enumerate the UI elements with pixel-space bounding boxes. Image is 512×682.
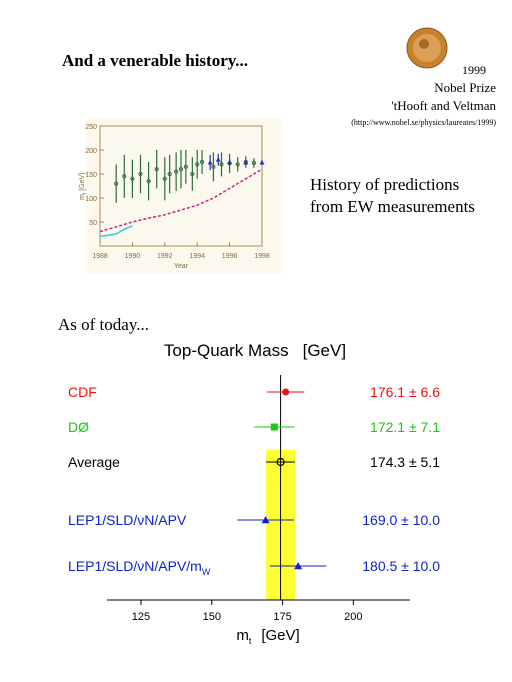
point bbox=[219, 162, 224, 167]
row-label-text: DØ bbox=[68, 419, 89, 435]
point bbox=[243, 159, 249, 165]
point bbox=[195, 162, 200, 167]
row-label: LEP1/SLD/νN/APV bbox=[68, 512, 187, 528]
subtitle: As of today... bbox=[58, 315, 149, 334]
slide-title: And a venerable history... bbox=[62, 51, 248, 70]
x-axis-label-sub: t bbox=[249, 636, 252, 646]
x-tick-label: 1998 bbox=[254, 253, 270, 260]
caption: History of predictions bbox=[310, 175, 459, 194]
y-tick-label: 50 bbox=[89, 220, 97, 227]
x-axis-label-unit: [GeV] bbox=[261, 627, 299, 644]
row-label: Average bbox=[68, 454, 120, 470]
mass-chart: Top-Quark Mass [GeV] 125 150 175 200 mt [GeV] CD… bbox=[68, 341, 440, 646]
history-chart: 50 100 150 200 250 1988 1990 1992 1994 1996 1998 Ye… bbox=[79, 124, 270, 270]
row-label-text: LEP1/SLD/νN/APV/m bbox=[68, 558, 202, 574]
y-tick-label: 200 bbox=[85, 148, 97, 155]
x-tick-label: 150 bbox=[203, 611, 221, 623]
point bbox=[215, 157, 221, 162]
point bbox=[162, 176, 167, 181]
x-axis-label-symbol: m bbox=[236, 627, 249, 644]
row-label: LEP1/SLD/νN/APV/mW bbox=[68, 558, 211, 577]
point bbox=[167, 171, 172, 177]
nobel-year: 1999 bbox=[462, 63, 486, 77]
point bbox=[199, 159, 205, 165]
point bbox=[190, 171, 195, 177]
point bbox=[174, 169, 179, 174]
value-label: 180.5 ± 10.0 bbox=[362, 558, 440, 574]
point bbox=[122, 174, 127, 179]
x-tick-label: 1996 bbox=[222, 253, 238, 260]
x-tick-label: 200 bbox=[344, 611, 362, 623]
x-tick-label: 1992 bbox=[157, 253, 173, 260]
y-axis-label-symbol: m bbox=[79, 194, 86, 200]
marker bbox=[276, 457, 285, 467]
row-label-sub: W bbox=[202, 567, 211, 577]
chart-title-text: Top-Quark Mass bbox=[164, 341, 289, 360]
marker bbox=[282, 388, 290, 396]
history-panel bbox=[86, 118, 282, 274]
row-label: DØ bbox=[68, 419, 89, 435]
value-label: 174.3 ± 5.1 bbox=[370, 454, 440, 470]
y-tick-label: 150 bbox=[85, 172, 97, 179]
marker bbox=[270, 423, 278, 431]
nobel-laureates: 'tHooft and Veltman bbox=[391, 98, 496, 113]
point bbox=[259, 159, 265, 165]
point bbox=[130, 176, 135, 181]
value-label: 176.1 ± 6.6 bbox=[370, 384, 440, 400]
row-label-text: LEP1/SLD/νN/APV bbox=[68, 512, 187, 528]
y-tick-label: 250 bbox=[85, 124, 97, 131]
nobel-url: (http://www.nobel.se/physics/laureates/1… bbox=[351, 118, 496, 127]
point bbox=[114, 181, 119, 186]
y-tick-label: 100 bbox=[85, 196, 97, 203]
caption: from EW measurements bbox=[310, 197, 475, 216]
row-label-text: CDF bbox=[68, 384, 97, 400]
point bbox=[138, 171, 143, 177]
y-axis-label-sub: t bbox=[82, 192, 88, 194]
x-axis-label: mt [GeV] bbox=[236, 627, 299, 646]
y-axis-label-unit: [GeV] bbox=[79, 173, 86, 191]
point bbox=[146, 179, 151, 184]
x-axis-label: Year bbox=[174, 263, 189, 270]
plot-frame bbox=[99, 125, 263, 247]
y-axis-label: mt[GeV] bbox=[79, 173, 88, 200]
row-label: CDF bbox=[68, 384, 97, 400]
point bbox=[183, 164, 188, 169]
chart-title-unit: [GeV] bbox=[303, 341, 346, 360]
chart-title: Top-Quark Mass [GeV] bbox=[164, 341, 346, 360]
x-tick-label: 1994 bbox=[189, 253, 205, 260]
marker bbox=[294, 562, 303, 570]
point bbox=[211, 164, 216, 169]
x-tick-label: 175 bbox=[273, 611, 291, 623]
value-label: 169.0 ± 10.0 bbox=[362, 512, 440, 528]
x-tick-label: 1988 bbox=[92, 253, 108, 260]
nobel-prize: Nobel Prize bbox=[434, 80, 496, 95]
point bbox=[154, 167, 159, 172]
x-tick-label: 1990 bbox=[125, 253, 141, 260]
point bbox=[235, 162, 240, 167]
history-line bbox=[99, 225, 133, 238]
value-label: 172.1 ± 7.1 bbox=[370, 419, 440, 435]
point bbox=[227, 159, 233, 164]
point bbox=[207, 159, 213, 165]
point bbox=[178, 167, 184, 172]
x-tick-label: 125 bbox=[132, 611, 150, 623]
marker bbox=[261, 516, 270, 524]
row-label-text: Average bbox=[68, 454, 120, 470]
point bbox=[251, 160, 256, 166]
nobel-medal bbox=[406, 27, 448, 69]
